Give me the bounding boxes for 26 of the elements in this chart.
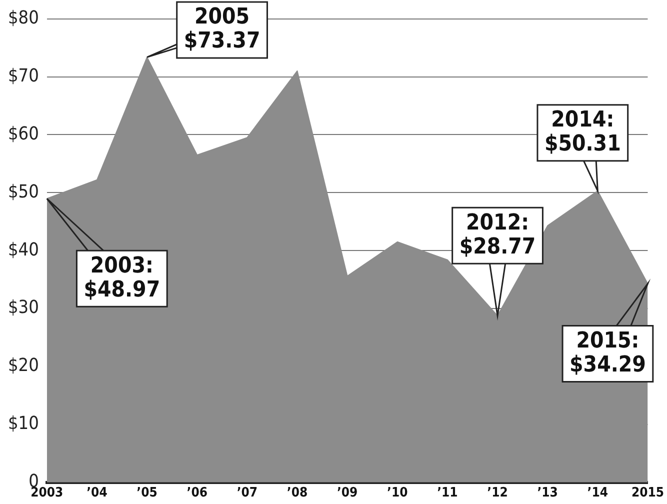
x-tick-label: ’04 <box>86 486 108 501</box>
annotation: 2005 $73.37 <box>184 4 260 54</box>
x-tick-label: ’11 <box>437 486 458 501</box>
x-tick-label: ’12 <box>487 486 508 501</box>
annotation: 2014: $50.31 <box>544 108 621 157</box>
x-tick-label: 2003 <box>30 486 64 501</box>
y-tick-label: $30 <box>8 297 39 318</box>
x-tick-label: ’14 <box>587 486 608 501</box>
annotation: 2012: $28.77 <box>459 210 536 260</box>
y-tick-label: $60 <box>8 123 39 144</box>
y-tick-label: $70 <box>8 65 39 86</box>
y-tick-label: $40 <box>8 239 39 260</box>
x-tick-label: ’09 <box>336 486 358 501</box>
x-tick-label: ’07 <box>236 486 258 501</box>
x-tick-label: ’10 <box>387 486 408 501</box>
y-tick-label: $10 <box>8 413 39 434</box>
x-tick-label: 2015 <box>631 486 664 501</box>
y-tick-label: $20 <box>8 355 39 376</box>
x-tick-label: ’06 <box>186 486 208 501</box>
x-tick-label: ’05 <box>136 486 158 501</box>
annotation: 2015: $34.29 <box>570 328 646 378</box>
x-tick-label: ’13 <box>537 486 558 501</box>
y-tick-label: $50 <box>8 181 39 202</box>
x-tick-label: ’08 <box>286 486 308 501</box>
y-tick-label: $80 <box>8 7 39 28</box>
annotation: 2003: $48.97 <box>84 253 160 302</box>
